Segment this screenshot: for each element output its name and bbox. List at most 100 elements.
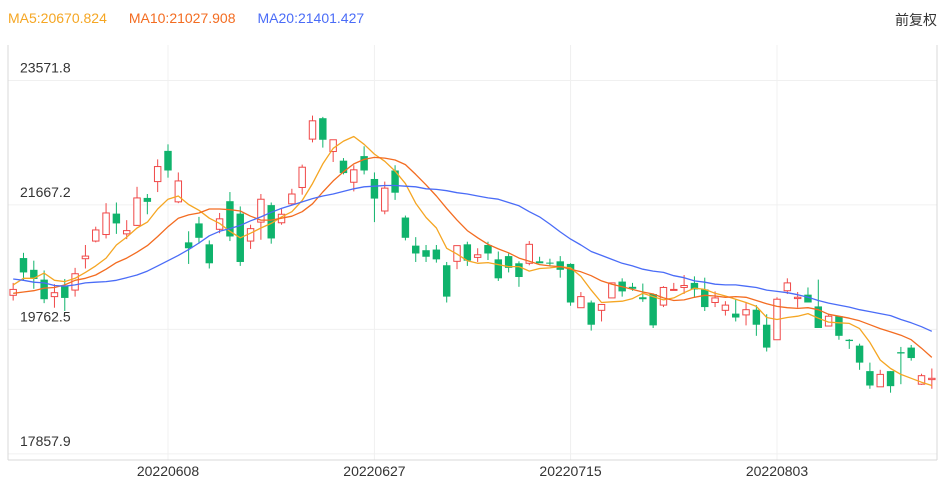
candle-body xyxy=(566,263,575,303)
candle-body xyxy=(783,282,792,292)
candle xyxy=(535,256,544,264)
candle xyxy=(174,172,183,204)
candle-body xyxy=(133,197,141,226)
candles xyxy=(9,115,936,393)
candle-body xyxy=(659,286,668,306)
candle xyxy=(566,263,575,306)
candle xyxy=(742,302,750,326)
candle xyxy=(195,216,203,244)
candle xyxy=(308,115,317,143)
candle xyxy=(9,282,17,301)
candle xyxy=(886,371,895,393)
candle-body xyxy=(370,178,379,199)
candle xyxy=(360,146,368,175)
candle-body xyxy=(473,254,482,258)
candle-body xyxy=(639,297,647,300)
candle-body xyxy=(690,282,699,290)
candle-body xyxy=(339,160,348,174)
candle-body xyxy=(195,223,203,238)
candle-body xyxy=(329,139,337,153)
candle xyxy=(453,245,461,270)
x-tick-label: 20220803 xyxy=(746,463,809,479)
candle-body xyxy=(897,352,905,354)
candle xyxy=(907,344,915,361)
candle xyxy=(81,244,90,269)
candle-body xyxy=(742,309,750,316)
candle-body xyxy=(92,229,100,242)
candle-body xyxy=(112,213,121,224)
candle-body xyxy=(122,230,131,235)
candle-body xyxy=(432,249,441,260)
candle-body xyxy=(546,262,554,264)
candle-body xyxy=(608,282,616,299)
candle xyxy=(102,203,110,239)
candle xyxy=(824,313,833,327)
candle-body xyxy=(855,345,864,363)
candle xyxy=(40,270,48,304)
candle-body xyxy=(535,261,544,264)
candle xyxy=(835,316,843,340)
candle-body xyxy=(412,245,420,254)
candle xyxy=(463,241,472,266)
candle-body xyxy=(81,255,90,260)
candle xyxy=(226,192,234,242)
candle-body xyxy=(762,324,771,348)
x-tick-label: 20220715 xyxy=(539,463,602,479)
candle xyxy=(597,303,606,322)
candle-body xyxy=(680,285,688,288)
candle xyxy=(153,159,162,193)
candle xyxy=(866,362,874,389)
candle xyxy=(298,164,306,195)
moving-average-lines xyxy=(12,135,933,387)
candle-body xyxy=(226,201,234,237)
candle xyxy=(71,267,79,297)
candle-body xyxy=(835,316,843,336)
candle-body xyxy=(381,187,389,212)
candle xyxy=(928,368,936,389)
candle-body xyxy=(494,259,503,279)
candle xyxy=(205,240,213,269)
candle-body xyxy=(721,304,730,311)
price-adjust-button[interactable]: 前复权 xyxy=(895,12,937,28)
candle xyxy=(804,287,812,303)
x-tick-label: 20220608 xyxy=(137,463,200,479)
candle-body xyxy=(40,279,48,300)
candle xyxy=(381,181,389,215)
ma5-line xyxy=(12,135,932,387)
candle xyxy=(711,291,719,308)
ma-legend: MA5:20670.824 MA10:21027.908 MA20:21401.… xyxy=(8,10,364,30)
candle-body xyxy=(556,261,564,270)
candle xyxy=(319,116,327,148)
candle xyxy=(577,292,585,309)
candle-body xyxy=(50,292,59,298)
candle xyxy=(92,226,100,243)
candle xyxy=(587,300,595,331)
candle xyxy=(845,339,853,349)
y-axis-labels: 23571.8 21667.2 19762.5 17857.9 xyxy=(20,59,71,448)
candle xyxy=(917,373,926,385)
candle-body xyxy=(401,217,410,238)
candle-body xyxy=(484,244,492,254)
candle-body xyxy=(319,118,327,140)
candle xyxy=(876,369,884,388)
candle-body xyxy=(463,244,472,261)
candle-body xyxy=(752,309,761,325)
candle xyxy=(288,188,296,206)
legend-ma5: MA5:20670.824 xyxy=(8,10,107,26)
candle xyxy=(494,251,503,281)
candle-body xyxy=(422,250,430,257)
candle-body xyxy=(886,371,895,387)
candle-body xyxy=(793,296,802,300)
candle-body xyxy=(61,285,69,298)
x-tick-label: 20220627 xyxy=(343,463,406,479)
candle xyxy=(855,343,864,370)
candle xyxy=(690,276,699,298)
candle-body xyxy=(30,269,38,279)
legend-ma20: MA20:21401.427 xyxy=(257,10,365,26)
candle xyxy=(546,258,554,267)
candle xyxy=(350,165,358,192)
candle-body xyxy=(267,205,275,239)
candle xyxy=(422,244,430,262)
candle xyxy=(442,261,451,303)
